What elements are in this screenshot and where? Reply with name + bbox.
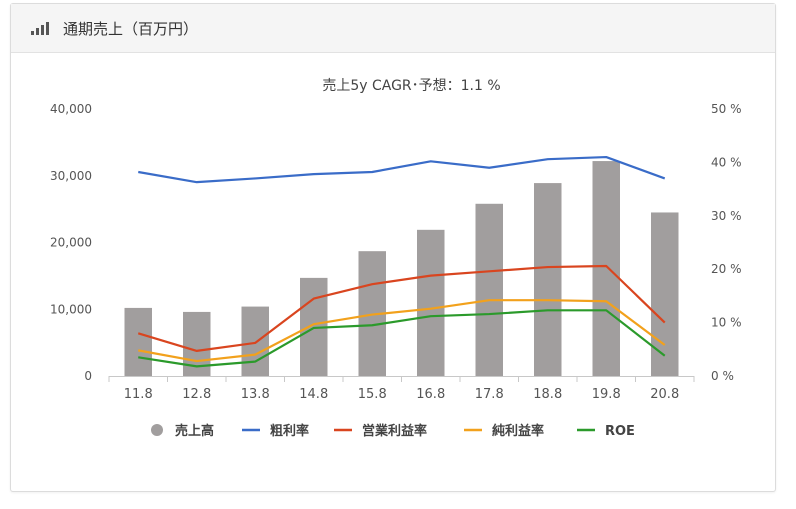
right-tick-label: 50 % bbox=[711, 102, 742, 116]
x-tick-label: 20.8 bbox=[650, 387, 679, 402]
series-line bbox=[138, 299, 666, 363]
legend-marker-sales bbox=[151, 424, 163, 436]
x-tick-label: 15.8 bbox=[358, 387, 387, 402]
legend-label: 純利益率 bbox=[492, 423, 544, 439]
left-tick-label: 0 bbox=[84, 369, 92, 383]
bar-sales bbox=[124, 307, 152, 376]
x-tick-label: 11.8 bbox=[124, 387, 153, 402]
x-tick-label: 18.8 bbox=[533, 387, 562, 402]
x-tick-label: 13.8 bbox=[241, 387, 270, 402]
right-tick-label: 0 % bbox=[711, 369, 734, 383]
x-tick-label: 14.8 bbox=[299, 387, 328, 402]
legend-label: ROE bbox=[605, 424, 635, 439]
series-line bbox=[138, 309, 666, 368]
left-tick-label: 30,000 bbox=[50, 169, 92, 183]
bar-chart-icon bbox=[31, 21, 49, 35]
x-tick-label: 16.8 bbox=[416, 387, 445, 402]
legend-label: 営業利益率 bbox=[362, 423, 427, 439]
bar-sales bbox=[592, 161, 620, 376]
series-line bbox=[138, 155, 666, 184]
left-tick-label: 20,000 bbox=[50, 236, 92, 250]
legend-label: 粗利率 bbox=[270, 423, 309, 439]
series-line bbox=[137, 264, 666, 353]
chart-panel: 通期売上（百万円） 売上5y CAGR･予想：1.1 % 0 10,000 20,00… bbox=[10, 3, 776, 492]
legend-label: 売上高 bbox=[175, 423, 214, 439]
bar-sales bbox=[417, 229, 445, 376]
x-tick-label: 19.8 bbox=[592, 387, 621, 402]
x-tick-label: 17.8 bbox=[475, 387, 504, 402]
bar-sales bbox=[534, 183, 562, 376]
chart-title: 売上5y CAGR･予想：1.1 % bbox=[322, 78, 500, 94]
panel-header: 通期売上（百万円） bbox=[11, 4, 775, 53]
sales-chart: 売上5y CAGR･予想：1.1 % 0 10,000 20,000 30,000 40,… bbox=[50, 78, 742, 439]
right-tick-label: 20 % bbox=[711, 262, 742, 276]
left-tick-label: 10,000 bbox=[50, 302, 92, 316]
left-tick-label: 40,000 bbox=[50, 102, 92, 116]
right-tick-label: 10 % bbox=[711, 316, 742, 330]
panel-title: 通期売上（百万円） bbox=[63, 19, 199, 38]
right-tick-label: 40 % bbox=[711, 155, 742, 169]
bar-sales bbox=[241, 306, 269, 376]
x-tick-label: 12.8 bbox=[182, 387, 211, 402]
bar-sales bbox=[651, 212, 679, 376]
right-tick-label: 30 % bbox=[711, 209, 742, 223]
bar-sales bbox=[475, 203, 503, 376]
